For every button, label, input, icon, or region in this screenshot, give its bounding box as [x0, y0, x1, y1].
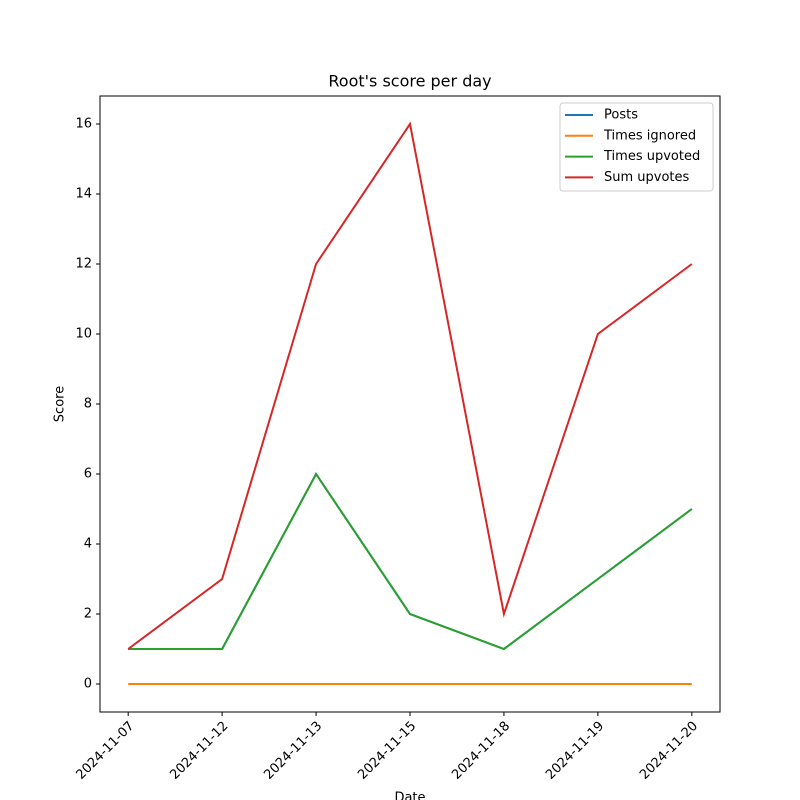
- series-line: [128, 472, 693, 651]
- y-tick-label: 2: [84, 607, 92, 622]
- legend-label: Posts: [604, 108, 638, 123]
- x-axis-label: Date: [394, 791, 425, 800]
- x-tick-label: 2024-11-20: [637, 719, 701, 783]
- series-line: [128, 472, 693, 651]
- legend-label: Times upvoted: [603, 149, 700, 164]
- x-tick-label: 2024-11-19: [543, 719, 607, 783]
- y-tick-label: 4: [84, 537, 92, 552]
- x-tick-label: 2024-11-15: [355, 719, 419, 783]
- y-tick-label: 8: [84, 397, 92, 412]
- x-tick-label: 2024-11-12: [167, 719, 231, 783]
- chart-title: Root's score per day: [328, 72, 491, 91]
- x-tick-label: 2024-11-13: [261, 719, 325, 783]
- y-tick-label: 0: [84, 677, 92, 692]
- y-tick-label: 6: [84, 467, 92, 482]
- y-axis-label: Score: [53, 386, 68, 422]
- x-tick-label: 2024-11-18: [449, 719, 513, 783]
- y-tick-label: 10: [75, 327, 92, 342]
- series-line: [127, 121, 693, 650]
- plot-frame: [99, 95, 721, 713]
- y-tick-label: 14: [75, 187, 92, 202]
- y-tick-label: 12: [75, 257, 92, 272]
- legend-label: Times ignored: [603, 128, 696, 143]
- y-tick-label: 16: [75, 117, 92, 132]
- legend-label: Sum upvotes: [604, 170, 690, 185]
- x-tick-label: 2024-11-07: [73, 719, 137, 783]
- legend-box: [559, 102, 714, 192]
